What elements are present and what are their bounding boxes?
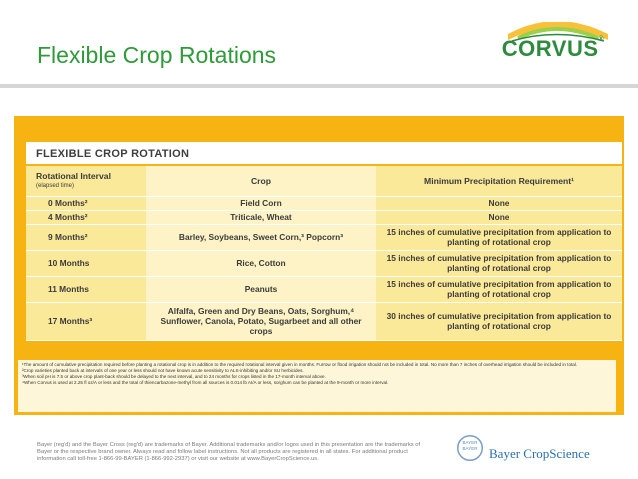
- table-row: 10 Months Rice, Cotton 15 inches of cumu…: [26, 250, 622, 277]
- table-footnotes: ¹The amount of cumulative precipitation …: [18, 360, 616, 412]
- logo-registered-mark: ®: [598, 36, 605, 43]
- col-header-crop: Crop: [146, 166, 376, 197]
- cell-crop: Rice, Cotton: [146, 250, 376, 277]
- footnote: ¹The amount of cumulative precipitation …: [22, 362, 578, 367]
- crop-rotation-table: Rotational Interval (elapsed time) Crop …: [26, 166, 622, 341]
- cell-interval: 10 Months: [26, 250, 146, 277]
- table-row: 4 Months² Triticale, Wheat None: [26, 210, 622, 225]
- slide-title: Flexible Crop Rotations: [37, 42, 277, 68]
- cell-precip: 15 inches of cumulative precipitation fr…: [376, 276, 622, 303]
- footnote: ³When soil pH is 7.5 or above crop plant…: [22, 374, 326, 379]
- cell-interval: 4 Months²: [26, 210, 146, 225]
- footnote: ²Crop varieties planted back at interval…: [22, 368, 304, 373]
- cell-crop: Alfalfa, Green and Dry Beans, Oats, Sorg…: [146, 302, 376, 341]
- cell-precip: None: [376, 196, 622, 211]
- bayer-cross-horizontal: BAYER: [463, 446, 479, 451]
- table-row: 0 Months² Field Corn None: [26, 196, 622, 211]
- cell-interval: 11 Months: [26, 276, 146, 303]
- cell-interval: 17 Months³: [26, 302, 146, 341]
- cell-interval: 0 Months²: [26, 196, 146, 211]
- logo-wordmark: CORVUS: [501, 36, 599, 61]
- bayer-cross-icon: BAYER BAYER: [457, 435, 483, 461]
- cell-crop: Triticale, Wheat: [146, 210, 376, 225]
- col-interval-label: Rotational Interval: [36, 170, 111, 181]
- corvus-logo: CORVUS®: [498, 22, 616, 72]
- table-row: 17 Months³ Alfalfa, Green and Dry Beans,…: [26, 302, 622, 341]
- cell-precip: 15 inches of cumulative precipitation fr…: [376, 250, 622, 277]
- cell-precip: 30 inches of cumulative precipitation fr…: [376, 302, 622, 341]
- bayer-cross-vertical: BAYER: [463, 440, 479, 445]
- cell-crop: Barley, Soybeans, Sweet Corn,³ Popcorn³: [146, 224, 376, 251]
- legal-disclaimer: Bayer (reg'd) and the Bayer Cross (reg'd…: [37, 442, 421, 463]
- cell-crop: Field Corn: [146, 196, 376, 211]
- cell-precip: 15 inches of cumulative precipitation fr…: [376, 224, 622, 251]
- col-header-interval: Rotational Interval (elapsed time): [26, 166, 146, 197]
- bayer-cropscience-brand: Bayer CropScience: [489, 446, 590, 461]
- table-row: 9 Months² Barley, Soybeans, Sweet Corn,³…: [26, 224, 622, 251]
- cell-crop: Peanuts: [146, 276, 376, 303]
- corvus-logo-text: CORVUS®: [498, 36, 608, 62]
- header-divider: [0, 84, 638, 88]
- table-title-bar: [26, 142, 622, 164]
- cell-precip: None: [376, 210, 622, 225]
- cell-interval: 9 Months²: [26, 224, 146, 251]
- col-interval-sublabel: (elapsed time): [36, 182, 75, 189]
- footnote: ⁴When Corvus is used at 2.25 fl oz/A or …: [22, 380, 389, 385]
- col-header-precip: Minimum Precipitation Requirement¹: [376, 166, 622, 197]
- sun-arc-icon: [508, 22, 608, 42]
- table-row: 11 Months Peanuts 15 inches of cumulativ…: [26, 276, 622, 303]
- table-title: FLEXIBLE CROP ROTATION: [36, 148, 190, 160]
